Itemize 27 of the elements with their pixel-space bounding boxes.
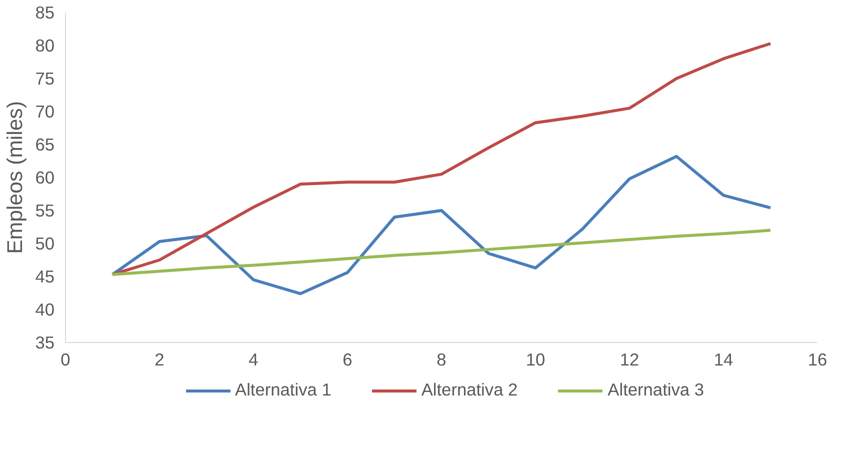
y-tick-label: 50 bbox=[35, 234, 55, 254]
y-tick-label: 45 bbox=[35, 266, 55, 286]
legend-label: Alternativa 3 bbox=[608, 380, 704, 400]
y-tick-label: 55 bbox=[35, 200, 55, 220]
line-series bbox=[111, 228, 772, 276]
x-tick-label: 14 bbox=[714, 350, 734, 370]
x-tick-label: 6 bbox=[342, 350, 352, 370]
y-tick-label: 70 bbox=[35, 102, 55, 122]
x-tick-label: 2 bbox=[154, 350, 164, 370]
y-tick-label: 80 bbox=[35, 36, 55, 56]
x-tick-label: 0 bbox=[60, 350, 70, 370]
y-tick-label: 35 bbox=[35, 332, 55, 352]
legend-label: Alternativa 1 bbox=[235, 380, 332, 400]
y-axis-title: Empleos (miles) bbox=[3, 101, 28, 254]
line-series bbox=[111, 42, 772, 276]
y-tick-label: 60 bbox=[35, 168, 55, 188]
y-tick-label: 65 bbox=[35, 134, 55, 154]
line-series bbox=[111, 154, 772, 296]
x-tick-label: 16 bbox=[808, 350, 828, 370]
x-tick-label: 12 bbox=[620, 350, 640, 370]
x-tick-label: 10 bbox=[526, 350, 546, 370]
x-tick-label: 8 bbox=[436, 350, 446, 370]
y-tick-label: 75 bbox=[35, 68, 55, 88]
y-tick-label: 85 bbox=[35, 2, 55, 22]
y-tick-label: 40 bbox=[35, 300, 55, 320]
x-tick-label: 4 bbox=[248, 350, 259, 370]
legend-label: Alternativa 2 bbox=[421, 380, 518, 400]
